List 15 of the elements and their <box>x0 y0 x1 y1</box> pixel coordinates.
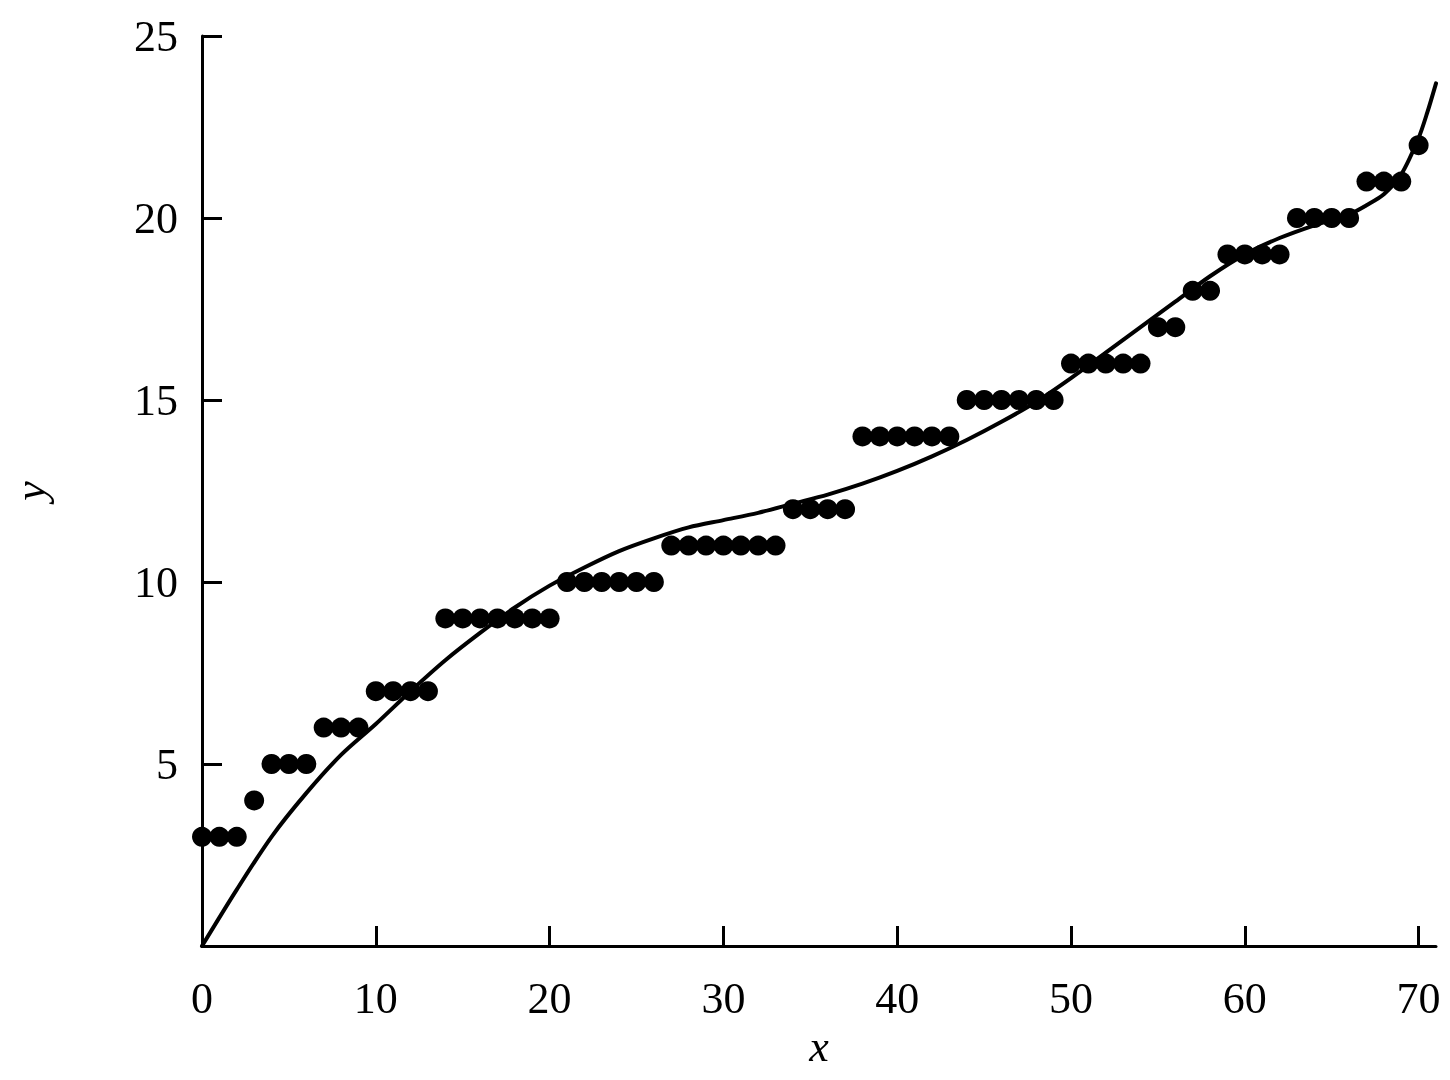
x-tick-label: 40 <box>875 973 920 1023</box>
x-tick-label: 60 <box>1222 973 1267 1023</box>
x-tick-label: 20 <box>527 973 572 1023</box>
x-tick-label: 10 <box>353 973 398 1023</box>
x-tick-label: 70 <box>1396 973 1441 1023</box>
x-tick-label: 50 <box>1049 973 1094 1023</box>
y-tick-label: 20 <box>134 193 178 243</box>
y-tick-label: 25 <box>134 11 178 61</box>
y-tick-label: 5 <box>156 739 178 789</box>
x-tick-label: 0 <box>191 973 213 1023</box>
x-tick-label: 30 <box>701 973 746 1023</box>
y-tick-label: 15 <box>134 375 178 425</box>
x-axis-title: x <box>808 1022 830 1072</box>
y-axis-title: y <box>5 480 55 505</box>
y-tick-label: 10 <box>134 557 178 607</box>
